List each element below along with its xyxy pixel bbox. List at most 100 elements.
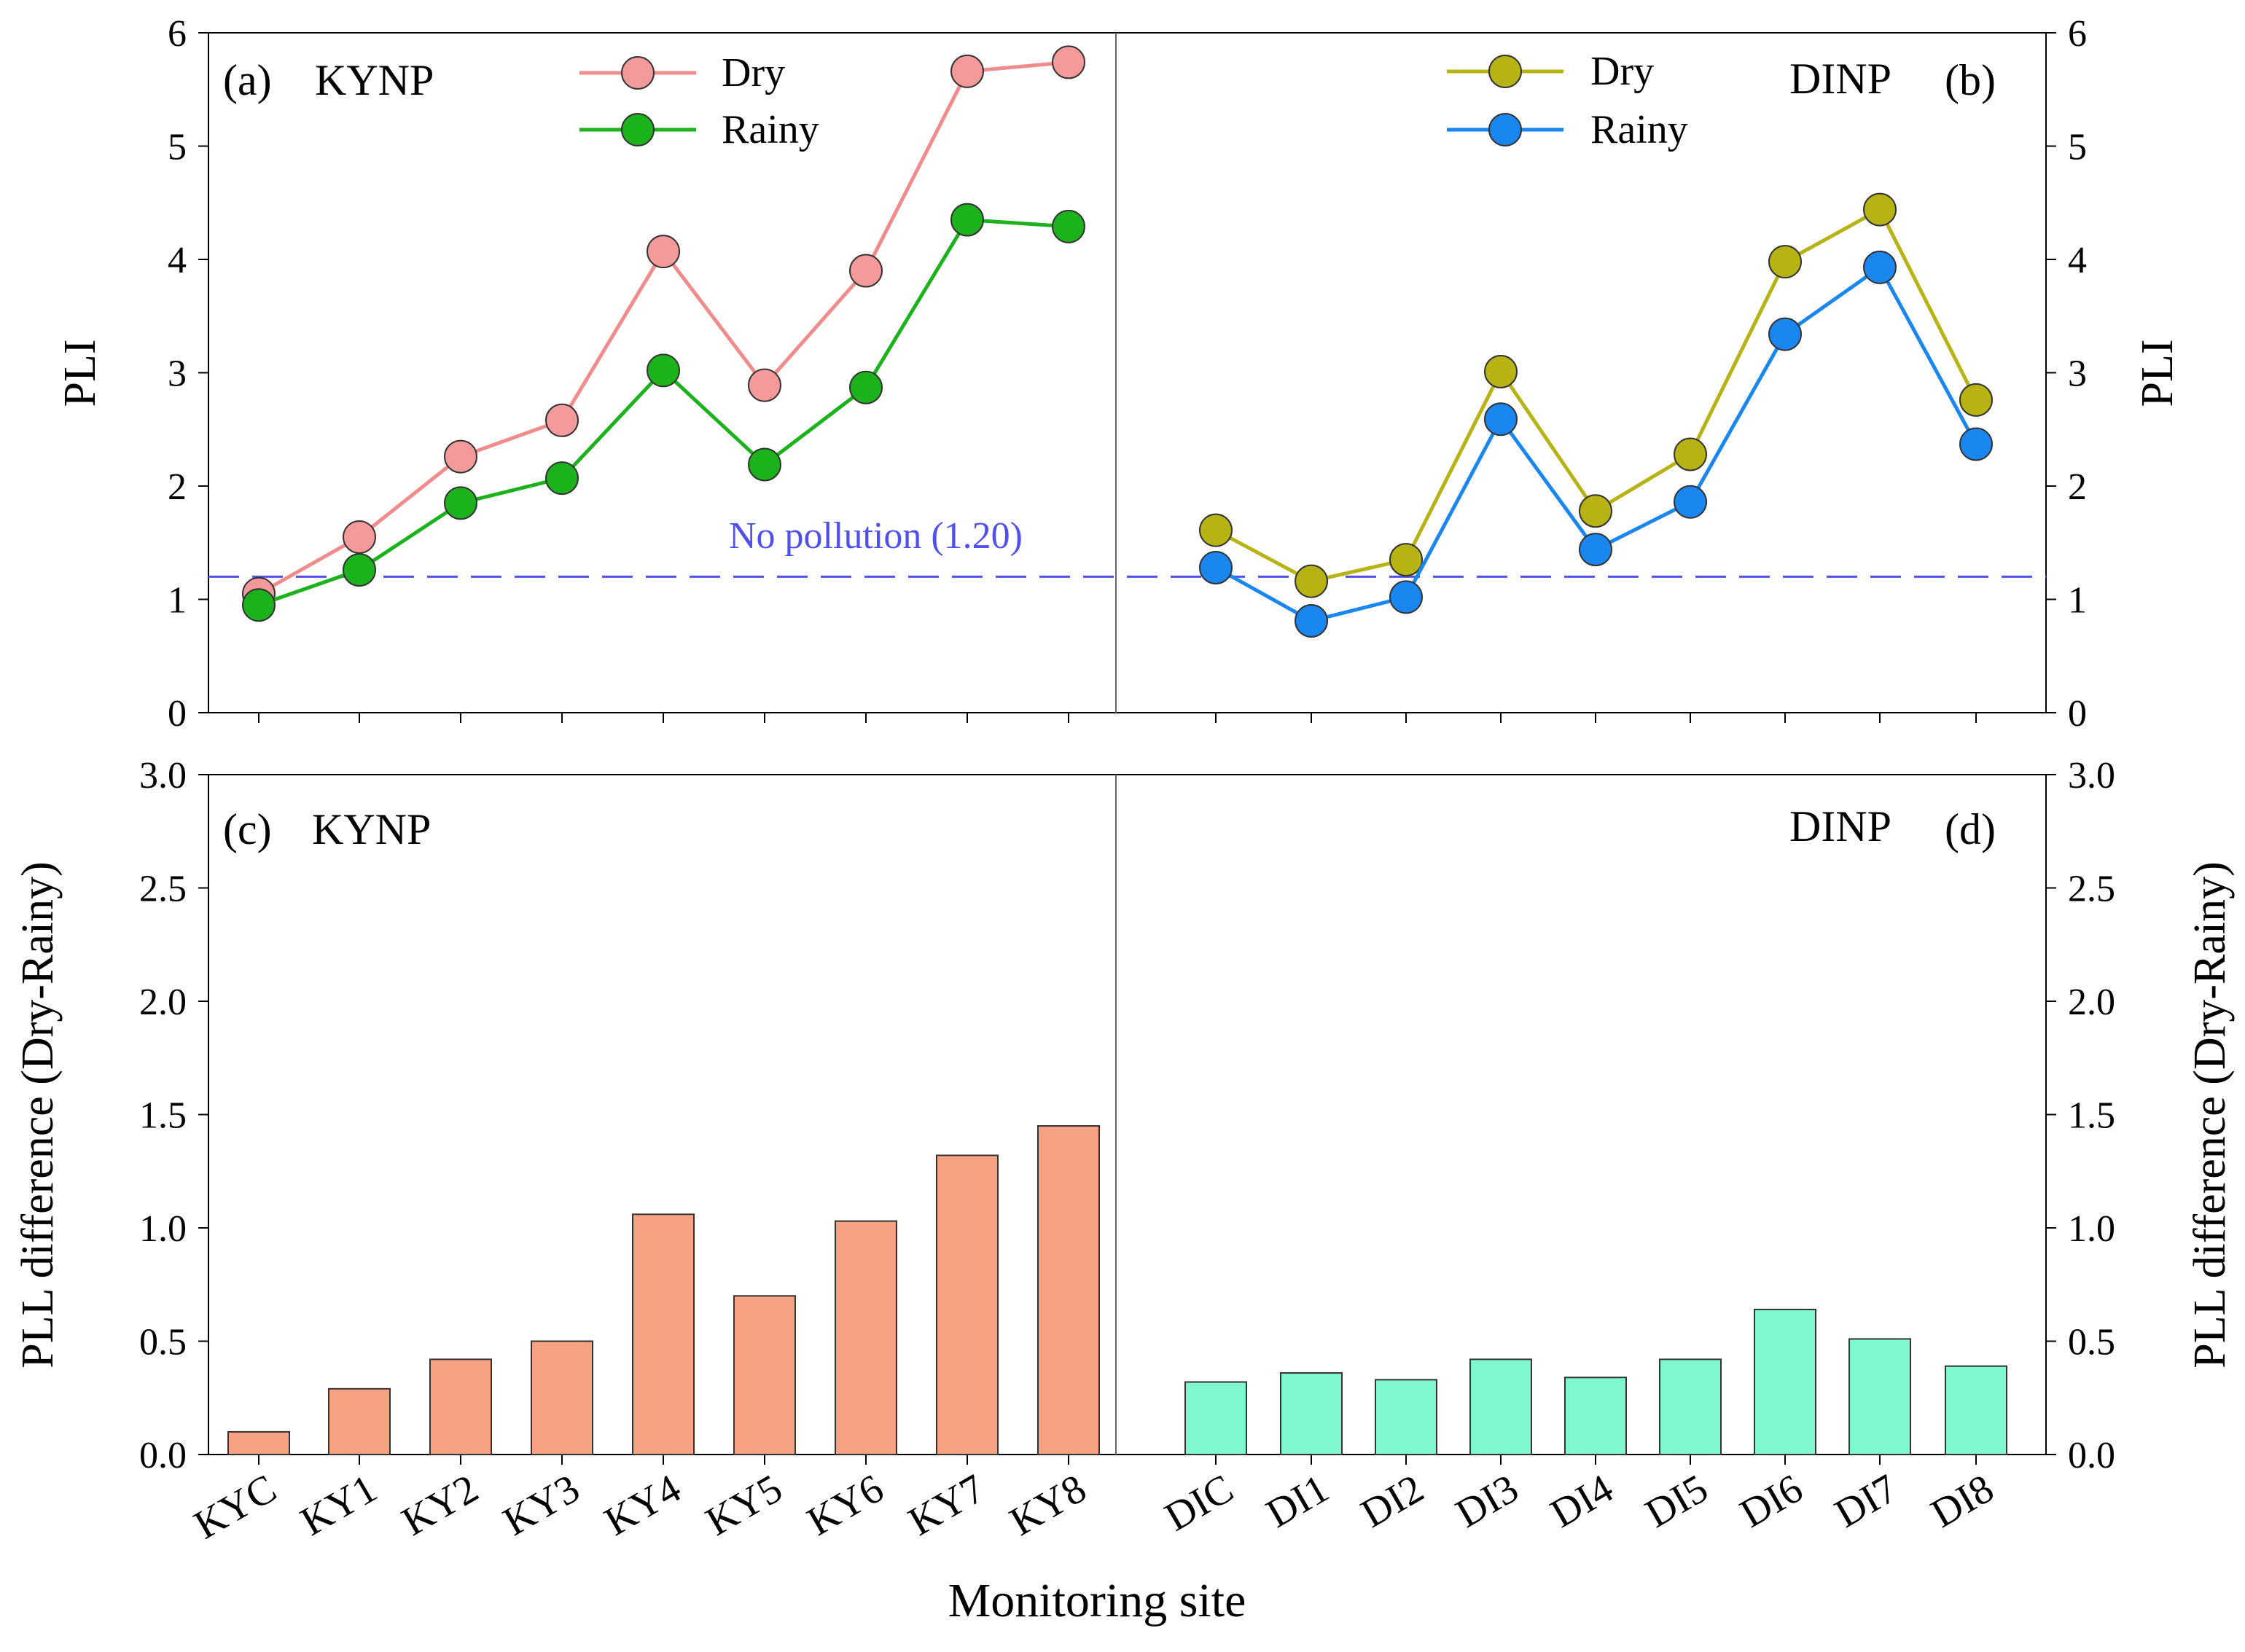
- di-dry-point: [1484, 354, 1518, 388]
- y-tick-label-d: 2.0: [2068, 982, 2115, 1023]
- panel-b-label: (b): [1945, 56, 1996, 104]
- x-tick-label: DI5: [1638, 1466, 1715, 1537]
- bar-di: [1848, 1338, 1911, 1456]
- ky-dry-point: [545, 403, 579, 437]
- bar-ky: [328, 1387, 391, 1456]
- ky-rainy-point: [1052, 209, 1085, 243]
- y-tick-label-b: 1: [2068, 580, 2087, 622]
- legend-ky-rainy-marker: [621, 113, 655, 146]
- y-tick-label-d: 1.5: [2068, 1095, 2115, 1137]
- legend-di-rainy-label: Rainy: [1590, 107, 1688, 152]
- legend-ky-rainy-label: Rainy: [722, 107, 819, 152]
- di-dry-point: [1863, 192, 1897, 227]
- ky-dry-point: [1052, 45, 1085, 79]
- x-axis-label: Monitoring site: [948, 1574, 1246, 1627]
- ky-rainy-point: [242, 588, 276, 622]
- di-rainy-point: [1199, 550, 1233, 584]
- x-tick-label: KY2: [394, 1466, 485, 1545]
- x-tick-label: KY1: [293, 1466, 384, 1545]
- y-tick-label-c: 3.0: [139, 755, 187, 796]
- no-pollution-label: No pollution (1.20): [729, 515, 1023, 557]
- bar-di: [1184, 1381, 1247, 1455]
- bar-ky: [227, 1430, 290, 1456]
- x-tick-label: KY8: [1002, 1466, 1093, 1545]
- y-axis-label-c: PLL difference (Dry-Rainy): [13, 861, 63, 1369]
- bar-di: [1375, 1379, 1437, 1455]
- ky-dry-point: [444, 439, 477, 474]
- x-tick-label: DI2: [1354, 1466, 1431, 1537]
- legend-di-rainy-marker: [1488, 113, 1522, 146]
- ky-rainy-point: [343, 553, 376, 587]
- legend-di-dry-marker: [1488, 55, 1522, 88]
- ky-dry-point: [343, 520, 376, 554]
- x-tick-label: DI3: [1448, 1466, 1526, 1537]
- ky-rainy-point: [849, 370, 883, 404]
- y-axis-label-a: PLI: [55, 340, 105, 407]
- panel-a-site: KYNP: [315, 56, 434, 104]
- di-dry-point: [1579, 494, 1612, 528]
- x-tick-label: KY4: [597, 1466, 688, 1545]
- top-panel-frame: [208, 32, 2047, 713]
- ky-rainy-point: [950, 203, 984, 237]
- panel-d-site: DINP: [1789, 802, 1891, 850]
- ky-dry-line: [257, 60, 1069, 595]
- top-axes: 0 1 2 3 4 5 6 0 1 2 3 4 5 6: [168, 13, 2087, 735]
- y-tick-label-c: 2.0: [139, 982, 187, 1023]
- legend-ky-dry-label: Dry: [722, 50, 785, 95]
- di-dry-point: [1199, 513, 1233, 547]
- ky-rainy-point: [545, 461, 579, 496]
- y-tick-label-a: 3: [168, 353, 187, 395]
- panel-c-site: KYNP: [312, 805, 431, 853]
- bar-ky: [1037, 1125, 1100, 1456]
- x-tick-label: DIC: [1157, 1466, 1241, 1541]
- bar-di: [1469, 1358, 1532, 1455]
- x-tick-label: KY7: [901, 1466, 992, 1545]
- x-tick-label: KY6: [800, 1466, 891, 1545]
- legend-ky: Dry Rainy: [579, 50, 819, 152]
- di-rainy-point: [1579, 533, 1612, 567]
- di-rainy-point: [1295, 604, 1328, 638]
- bar-ky: [429, 1358, 492, 1455]
- y-tick-label-a: 4: [168, 240, 187, 281]
- panel-c-label: (c): [223, 805, 272, 853]
- bar-ky: [531, 1340, 593, 1455]
- y-tick-label-a: 2: [168, 466, 187, 508]
- y-tick-label-a: 5: [168, 127, 187, 168]
- x-tick-label: DI7: [1827, 1466, 1905, 1537]
- y-tick-label-a: 6: [168, 13, 187, 55]
- bar-di: [1754, 1308, 1816, 1455]
- legend-di-dry-label: Dry: [1590, 49, 1654, 94]
- y-tick-label-d: 0.0: [2068, 1435, 2115, 1476]
- bar-ky: [835, 1220, 897, 1456]
- y-tick-label-c: 2.5: [139, 869, 187, 910]
- di-rainy-point: [1674, 485, 1707, 519]
- di-rainy-point: [1484, 402, 1518, 437]
- ky-dry-point: [647, 235, 680, 269]
- panel-a-label: (a): [223, 56, 272, 104]
- di-dry-point: [1768, 245, 1802, 279]
- y-tick-label-d: 0.5: [2068, 1322, 2115, 1363]
- panel-b-site: DINP: [1789, 55, 1891, 103]
- di-rainy-point: [1863, 250, 1897, 284]
- legend-di: Dry Rainy: [1447, 49, 1688, 152]
- chart-marks: [227, 45, 2007, 1456]
- bar-di: [1564, 1377, 1627, 1456]
- y-tick-label-b: 6: [2068, 13, 2087, 55]
- x-tick-label: KY5: [698, 1466, 789, 1545]
- y-tick-label-d: 3.0: [2068, 755, 2115, 796]
- y-axis-label-b: PLI: [2133, 340, 2182, 407]
- y-tick-label-d: 2.5: [2068, 869, 2115, 910]
- di-rainy-point: [1959, 427, 1993, 461]
- ky-dry-point: [849, 254, 883, 288]
- y-tick-label-c: 1.0: [139, 1208, 187, 1250]
- ky-rainy-point: [748, 447, 781, 482]
- y-tick-label-c: 0.5: [139, 1322, 187, 1363]
- bar-ky: [733, 1295, 796, 1456]
- y-tick-label-c: 1.5: [139, 1095, 187, 1137]
- y-tick-label-b: 5: [2068, 127, 2087, 168]
- x-tick-label: DI4: [1543, 1466, 1620, 1537]
- panel-d-label: (d): [1945, 805, 1996, 853]
- di-dry-point: [1295, 564, 1328, 598]
- di-dry-point: [1389, 543, 1423, 577]
